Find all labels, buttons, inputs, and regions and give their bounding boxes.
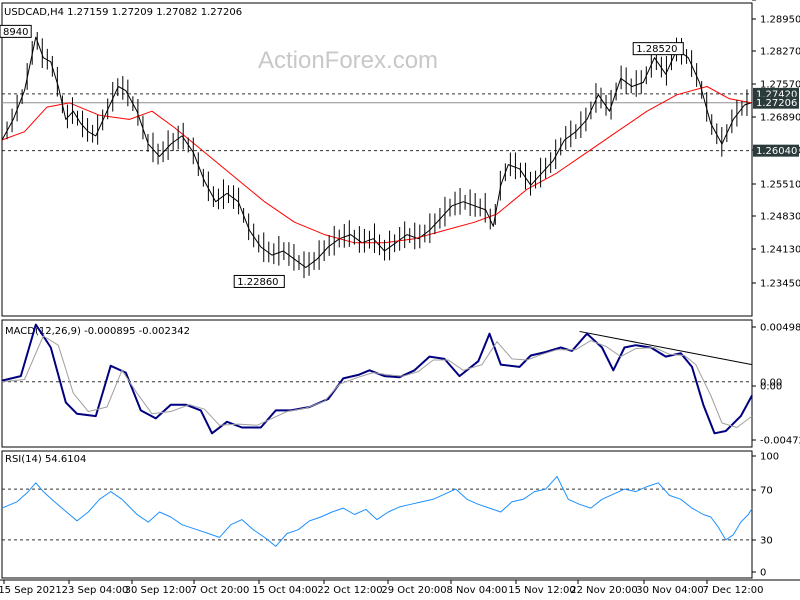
rsi-panel-frame — [1, 450, 753, 579]
price-label-box-text: 1.28520 — [636, 44, 677, 55]
rsi-y-tick-label: 100 — [760, 452, 779, 463]
price-y-tick-label: 1.22770 — [760, 0, 800, 3]
price-y-tick-label: 1.28270 — [760, 47, 800, 58]
macd-y-tick-label: 0.00498 — [760, 323, 800, 334]
price-series-line — [1, 36, 753, 268]
rsi-label: RSI(14) 54.6104 — [5, 454, 86, 465]
price-value-tag-label: 1.27420 — [756, 89, 797, 100]
x-tick-label: 15 Nov 12:00 — [508, 585, 575, 596]
price-y-tick-label: 1.23450 — [760, 279, 800, 290]
price-value-tag-label: 1.26040 — [756, 146, 797, 157]
x-tick-label: 15 Oct 04:00 — [252, 585, 317, 596]
price-value-tag — [753, 144, 799, 157]
macd-label: MACD(12,26,9) -0.000895 -0.002342 — [5, 326, 190, 337]
price-value-tag — [753, 96, 799, 109]
price-y-tick-label: 1.24130 — [760, 245, 800, 256]
price-label-box — [0, 24, 32, 38]
price-value-tag-label: 1.27206 — [756, 98, 797, 109]
x-tick-label: 22 Nov 20:00 — [570, 585, 637, 596]
x-tick-label: 7 Oct 20:00 — [191, 585, 250, 596]
x-tick-label: 30 Sep 12:00 — [125, 585, 192, 596]
price-label-box — [233, 274, 285, 288]
macd-trendline — [579, 330, 753, 366]
x-tick-label: 8 Nov 04:00 — [446, 585, 507, 596]
rsi-y-tick-label: 0 — [760, 568, 766, 579]
price-y-tick-label: 1.25510 — [760, 180, 800, 191]
rsi-y-tick-label: 30 — [760, 536, 773, 547]
rsi-series-line — [1, 475, 753, 547]
macd-series-line — [1, 335, 753, 428]
symbol-line: USDCAD,H4 1.27159 1.27209 1.27082 1.2720… — [4, 7, 242, 18]
price-panel-frame — [1, 2, 753, 317]
watermark: ActionForex.com — [258, 47, 438, 74]
price-label-box-text: 1.22860 — [237, 277, 278, 288]
price-y-tick-label: 1.24830 — [760, 212, 800, 223]
macd-value-tag-label: 0.00 — [760, 377, 782, 388]
price-y-tick-label: 1.28950 — [760, 15, 800, 26]
price-y-tick-label: 1.27570 — [760, 80, 800, 91]
macd-y-tick-label: 0.00 — [760, 382, 782, 393]
x-tick-label: 22 Oct 12:00 — [317, 585, 382, 596]
macd-panel-frame — [1, 319, 753, 448]
x-tick-label: 30 Nov 04:00 — [636, 585, 703, 596]
x-tick-label: 15 Sep 2021 — [0, 585, 62, 596]
x-tick-label: 23 Sep 04:00 — [62, 585, 129, 596]
x-tick-label: 29 Oct 20:00 — [381, 585, 446, 596]
x-tick-label: 7 Dec 12:00 — [703, 585, 764, 596]
price-y-tick-label: 1.26890 — [760, 113, 800, 124]
price-label-box — [632, 42, 684, 56]
rsi-y-tick-label: 70 — [760, 486, 773, 497]
macd-y-tick-label: -0.004723 — [760, 436, 800, 447]
price-label-box-text: 8940 — [3, 27, 28, 38]
macd-series-line — [1, 323, 753, 435]
